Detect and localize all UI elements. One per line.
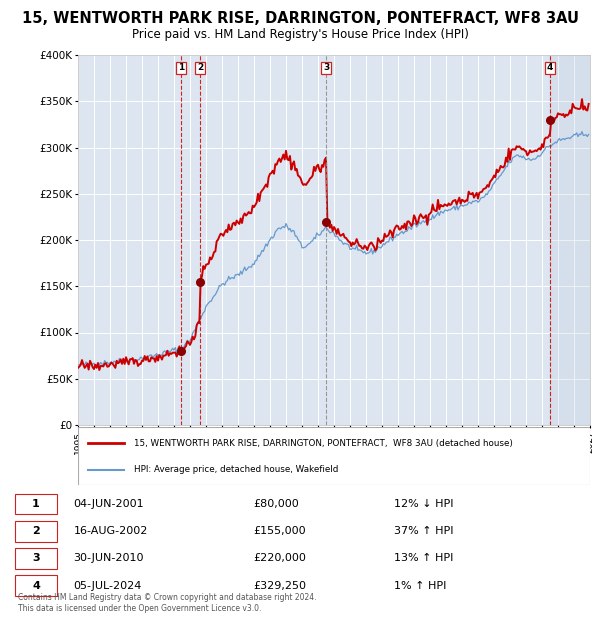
Text: £155,000: £155,000 bbox=[253, 526, 305, 536]
Text: 12% ↓ HPI: 12% ↓ HPI bbox=[394, 499, 454, 509]
Text: 2: 2 bbox=[32, 526, 40, 536]
Text: £329,250: £329,250 bbox=[253, 581, 306, 591]
Text: 15, WENTWORTH PARK RISE, DARRINGTON, PONTEFRACT,  WF8 3AU (detached house): 15, WENTWORTH PARK RISE, DARRINGTON, PON… bbox=[134, 439, 513, 448]
Text: Price paid vs. HM Land Registry's House Price Index (HPI): Price paid vs. HM Land Registry's House … bbox=[131, 28, 469, 41]
Text: 3: 3 bbox=[32, 554, 40, 564]
Text: 16-AUG-2002: 16-AUG-2002 bbox=[74, 526, 148, 536]
Text: 1: 1 bbox=[32, 499, 40, 509]
Text: 2: 2 bbox=[197, 63, 203, 73]
FancyBboxPatch shape bbox=[15, 521, 57, 542]
Text: 1% ↑ HPI: 1% ↑ HPI bbox=[394, 581, 446, 591]
Text: 37% ↑ HPI: 37% ↑ HPI bbox=[394, 526, 454, 536]
Text: 3: 3 bbox=[323, 63, 329, 73]
Text: Contains HM Land Registry data © Crown copyright and database right 2024.
This d: Contains HM Land Registry data © Crown c… bbox=[18, 593, 316, 613]
Text: 15, WENTWORTH PARK RISE, DARRINGTON, PONTEFRACT, WF8 3AU: 15, WENTWORTH PARK RISE, DARRINGTON, PON… bbox=[22, 11, 578, 26]
Text: 4: 4 bbox=[547, 63, 553, 73]
Text: HPI: Average price, detached house, Wakefield: HPI: Average price, detached house, Wake… bbox=[134, 466, 338, 474]
FancyBboxPatch shape bbox=[15, 548, 57, 569]
Text: £80,000: £80,000 bbox=[253, 499, 299, 509]
Text: 04-JUN-2001: 04-JUN-2001 bbox=[74, 499, 144, 509]
Text: 13% ↑ HPI: 13% ↑ HPI bbox=[394, 554, 454, 564]
FancyBboxPatch shape bbox=[15, 494, 57, 515]
Bar bbox=[550, 55, 590, 425]
Text: £220,000: £220,000 bbox=[253, 554, 306, 564]
Text: 4: 4 bbox=[32, 581, 40, 591]
Text: 30-JUN-2010: 30-JUN-2010 bbox=[74, 554, 144, 564]
Text: 1: 1 bbox=[178, 63, 184, 73]
FancyBboxPatch shape bbox=[15, 575, 57, 596]
Text: 05-JUL-2024: 05-JUL-2024 bbox=[74, 581, 142, 591]
